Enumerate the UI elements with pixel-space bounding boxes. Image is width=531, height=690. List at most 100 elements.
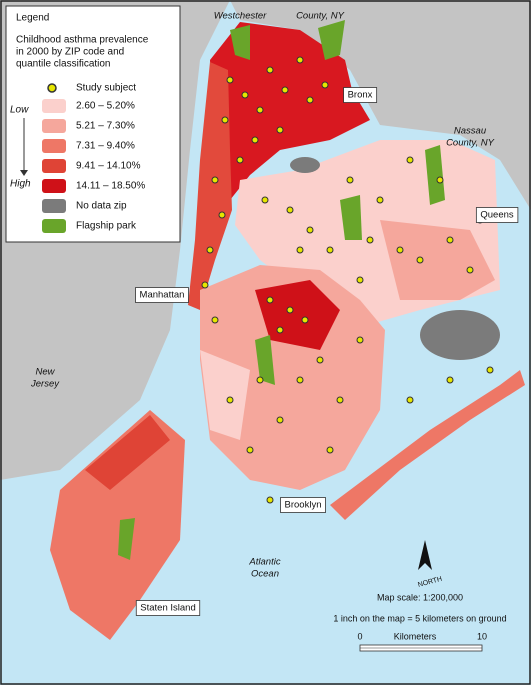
- study-subject: [201, 281, 209, 289]
- place-label: Manhattan: [140, 290, 185, 301]
- brooklyn-low: [200, 350, 250, 440]
- study-subject: [321, 81, 329, 89]
- queens-east: [380, 220, 495, 300]
- study-subject: [316, 356, 324, 364]
- legend-subject-symbol: [47, 83, 57, 93]
- legend-subtitle: Childhood asthma prevalence: [16, 35, 149, 46]
- study-subject: [416, 256, 424, 264]
- study-subject: [211, 176, 219, 184]
- study-subject: [286, 306, 294, 314]
- study-subject: [218, 211, 226, 219]
- legend-swatch: [42, 99, 66, 113]
- park: [255, 335, 275, 385]
- legend-low: Low: [10, 105, 29, 116]
- study-subject: [286, 206, 294, 214]
- place-label: Brooklyn: [285, 500, 322, 511]
- park: [318, 20, 345, 60]
- staten-island: [50, 410, 185, 640]
- airport: [420, 310, 500, 360]
- legend-class-label: 5.21 – 7.30%: [76, 121, 135, 132]
- legend-swatch: [42, 199, 66, 213]
- park: [425, 145, 445, 205]
- study-subject: [446, 236, 454, 244]
- study-subject: [276, 326, 284, 334]
- park: [230, 25, 250, 60]
- bronx: [210, 22, 370, 200]
- study-subject: [246, 446, 254, 454]
- legend-box: [5, 5, 181, 243]
- legend-class-label: No data zip: [76, 201, 127, 212]
- legend-swatch: [42, 159, 66, 173]
- place-label-box: [280, 497, 326, 513]
- study-subject: [281, 86, 289, 94]
- study-subject: [296, 376, 304, 384]
- airport: [290, 157, 320, 173]
- park: [340, 195, 362, 240]
- rockaway: [330, 370, 525, 520]
- legend-class-label: 7.31 – 9.40%: [76, 141, 135, 152]
- park: [118, 518, 135, 560]
- study-subject: [276, 416, 284, 424]
- study-subject: [221, 116, 229, 124]
- study-subject: [276, 126, 284, 134]
- place-label-box: [343, 87, 378, 103]
- legend-title: Legend: [16, 13, 49, 24]
- study-subjects: [201, 56, 494, 504]
- place-label: County, NY: [446, 138, 495, 149]
- study-subject: [466, 266, 474, 274]
- legend-subject-label: Study subject: [76, 83, 136, 94]
- legend-subtitle: in 2000 by ZIP code and: [16, 47, 124, 58]
- study-subject: [256, 106, 264, 114]
- study-subject: [366, 236, 374, 244]
- study-subject: [266, 66, 274, 74]
- study-subject: [241, 91, 249, 99]
- study-subject: [301, 316, 309, 324]
- legend-arrow-head: [20, 170, 28, 176]
- legend-subtitle: quantile classification: [16, 59, 111, 70]
- study-subject: [446, 376, 454, 384]
- legend-high: High: [10, 179, 31, 190]
- study-subject: [296, 246, 304, 254]
- legend-swatch: [42, 119, 66, 133]
- legend-class-label: 9.41 – 14.10%: [76, 161, 141, 172]
- study-subject: [336, 396, 344, 404]
- legend-swatch: [42, 179, 66, 193]
- study-subject: [406, 396, 414, 404]
- scale-unit: Kilometers: [394, 631, 437, 641]
- scale-start: 0: [357, 631, 362, 641]
- staten-island-north: [85, 415, 170, 490]
- place-label-box: [135, 600, 201, 616]
- study-subject: [346, 176, 354, 184]
- study-subject: [356, 336, 364, 344]
- map-scale: Map scale: 1:200,000: [377, 592, 463, 602]
- place-label: Atlantic: [248, 557, 280, 568]
- place-label: Queens: [480, 210, 514, 221]
- study-subject: [256, 376, 264, 384]
- legend-class-label: Flagship park: [76, 221, 137, 232]
- place-label: Jersey: [30, 379, 60, 390]
- study-subject: [211, 316, 219, 324]
- manhattan: [188, 62, 232, 310]
- place-label-box: [135, 287, 189, 303]
- study-subject: [356, 276, 364, 284]
- legend-class-label: 2.60 – 5.20%: [76, 101, 135, 112]
- place-label: Ocean: [251, 569, 279, 580]
- scale-note: 1 inch on the map = 5 kilometers on grou…: [333, 613, 506, 623]
- brooklyn: [200, 265, 385, 490]
- study-subject: [206, 246, 214, 254]
- study-subject: [486, 366, 494, 374]
- study-subject: [306, 226, 314, 234]
- study-subject: [326, 446, 334, 454]
- study-subject: [326, 246, 334, 254]
- study-subject: [396, 246, 404, 254]
- legend-swatch: [42, 139, 66, 153]
- place-label: Bronx: [348, 90, 373, 101]
- scale-end: 10: [477, 631, 487, 641]
- study-subject: [266, 296, 274, 304]
- study-subject: [266, 496, 274, 504]
- westchester-nassau-land: [230, 0, 531, 210]
